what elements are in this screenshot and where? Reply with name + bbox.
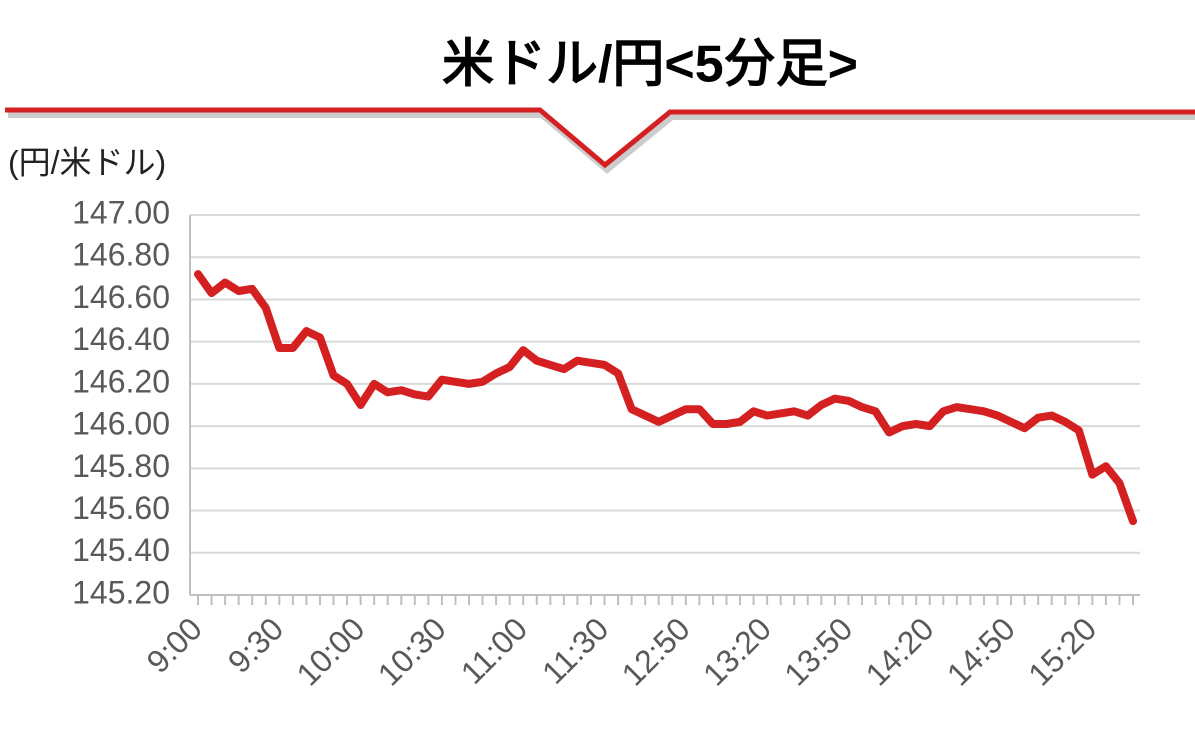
x-tick-label: 13:50 <box>777 610 859 692</box>
x-tick-label: 13:20 <box>696 610 778 692</box>
x-tick-label: 9:30 <box>221 610 290 679</box>
chart-title: 米ドル/円<5分足> <box>442 36 858 94</box>
y-tick-label: 146.00 <box>72 406 170 442</box>
y-axis-label: (円/米ドル) <box>8 144 166 180</box>
x-tick-label: 10:00 <box>289 610 371 692</box>
y-tick-label: 145.20 <box>72 574 170 610</box>
x-tick-label: 12:50 <box>615 610 697 692</box>
x-tick-label: 11:30 <box>535 610 615 690</box>
line-series <box>194 270 1137 526</box>
y-tick-label: 146.40 <box>72 321 170 357</box>
banner-shadow <box>8 112 1195 174</box>
y-tick-label: 145.80 <box>72 448 170 484</box>
y-tick-label: 146.80 <box>72 237 170 273</box>
x-tick-label: 15:20 <box>1021 610 1103 692</box>
x-tick-label: 9:00 <box>139 610 208 679</box>
y-tick-label: 147.00 <box>72 194 170 230</box>
x-tick-label: 14:20 <box>859 610 941 692</box>
y-tick-label: 146.20 <box>72 363 170 399</box>
banner-line <box>5 107 1195 169</box>
y-tick-label: 145.40 <box>72 532 170 568</box>
x-tick-label: 11:00 <box>454 610 534 690</box>
x-tick-label: 14:50 <box>940 610 1022 692</box>
y-tick-label: 146.60 <box>72 279 170 315</box>
y-tick-label: 145.60 <box>72 490 170 526</box>
x-tick-label: 10:30 <box>371 610 453 692</box>
